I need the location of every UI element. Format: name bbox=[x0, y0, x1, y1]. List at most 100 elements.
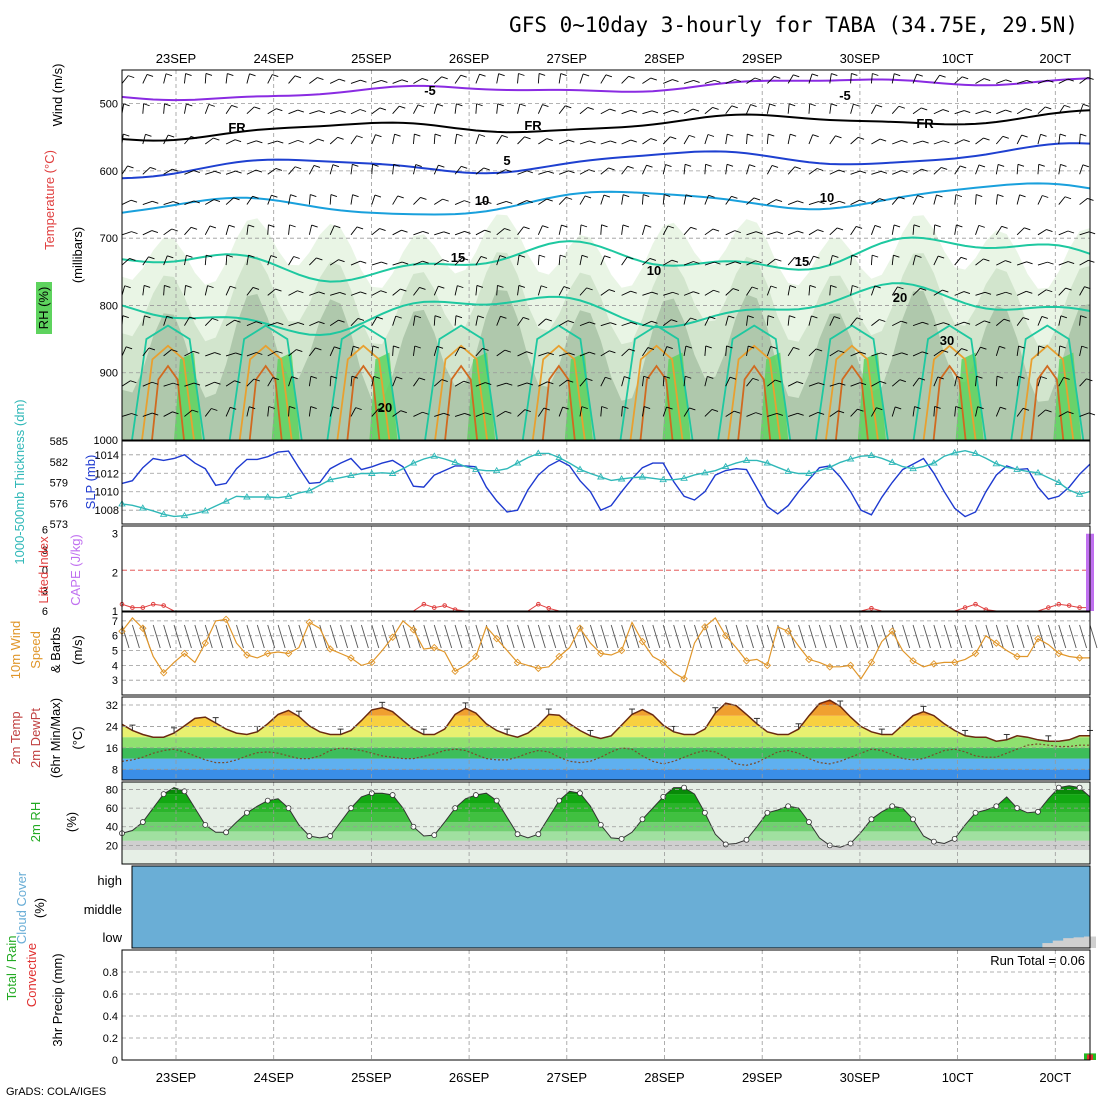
wind-barb bbox=[350, 135, 358, 145]
wind-barb bbox=[558, 286, 565, 296]
li-marker bbox=[536, 601, 541, 607]
wind-barb bbox=[558, 139, 569, 145]
wind-speed-marker bbox=[243, 651, 251, 659]
wind-barb-flag bbox=[917, 195, 924, 199]
surface-wind-barb bbox=[933, 624, 942, 649]
wind-barb-flag bbox=[789, 133, 797, 137]
wind-barb bbox=[746, 345, 749, 356]
wind-barb-flag bbox=[690, 317, 697, 321]
temperature-contour bbox=[121, 109, 1091, 142]
wind-barb-flag bbox=[414, 345, 421, 349]
wind-barb bbox=[829, 410, 839, 417]
wind-barb bbox=[475, 229, 485, 236]
rh-marker bbox=[951, 835, 958, 842]
wind-barb-flag bbox=[755, 412, 762, 416]
slp-thickness-panel: 57357657958258510081010101210141000-500m… bbox=[12, 399, 1091, 565]
wind-barb bbox=[537, 285, 542, 296]
wind-barb bbox=[225, 407, 231, 417]
wind-barb-flag bbox=[337, 136, 344, 140]
wind-barb-flag bbox=[1086, 378, 1093, 382]
wind-barb bbox=[475, 315, 479, 326]
wind-barb bbox=[1058, 261, 1069, 266]
wind-barb bbox=[871, 407, 877, 417]
wind-barb-flag bbox=[707, 134, 715, 137]
wind-barb bbox=[704, 195, 709, 205]
wind-barb bbox=[412, 134, 415, 145]
surface-wind-barb bbox=[340, 624, 349, 649]
wind-barb-flag bbox=[898, 105, 906, 109]
surface-warm-contour bbox=[541, 364, 576, 441]
wind-barb bbox=[163, 201, 174, 205]
temp-band bbox=[122, 747, 1090, 759]
surface-wind-barb bbox=[537, 624, 546, 649]
wind-barb bbox=[995, 164, 999, 175]
wind-barb-flag bbox=[485, 412, 492, 416]
wind-barb-flag bbox=[776, 231, 784, 235]
surface-wind-barb bbox=[517, 624, 525, 649]
wind-barb bbox=[121, 231, 132, 236]
surface-wind-barb bbox=[631, 624, 640, 649]
wind-barb-flag bbox=[839, 200, 846, 204]
surface-wind-barb bbox=[360, 624, 369, 649]
wind-barb-flag bbox=[275, 168, 282, 171]
surface-wind-barb bbox=[818, 624, 827, 649]
wind-barb-flag bbox=[980, 346, 987, 350]
wind-barb-flag bbox=[960, 165, 967, 169]
cloud-axis-label: Cloud Cover bbox=[14, 871, 29, 944]
wind-speed-marker bbox=[284, 649, 293, 658]
wind-speed-marker bbox=[368, 658, 376, 667]
thickness-marker bbox=[701, 468, 709, 476]
wind-barb-flag bbox=[977, 406, 984, 410]
surface-wind-barb bbox=[1068, 624, 1077, 649]
rh-marker bbox=[368, 790, 375, 797]
rh-marker bbox=[223, 829, 229, 836]
wind-barb bbox=[309, 77, 318, 84]
wind-barb-flag bbox=[1067, 411, 1074, 415]
wind-barb bbox=[662, 164, 666, 175]
wind-barb bbox=[642, 258, 651, 266]
wind-barb-flag bbox=[526, 351, 533, 355]
wind-barb bbox=[621, 406, 623, 417]
wind-barb bbox=[1017, 80, 1027, 84]
wind-barb-flag bbox=[276, 350, 283, 354]
surface-wind-barb bbox=[1047, 624, 1056, 649]
wind-barb-flag bbox=[205, 73, 213, 76]
wind-barb bbox=[808, 134, 814, 145]
slp-tick-label: 1008 bbox=[95, 505, 119, 517]
wind-barb bbox=[204, 408, 212, 417]
wind-barb bbox=[975, 110, 986, 115]
wind-barb-flag bbox=[693, 261, 700, 264]
wind-barb bbox=[704, 79, 715, 84]
wind-barb-flag bbox=[623, 194, 630, 198]
wind-barb-flag bbox=[934, 224, 941, 228]
wind-barb-flag bbox=[609, 350, 616, 354]
wind-barb bbox=[912, 195, 918, 205]
wind-barb bbox=[205, 199, 215, 205]
wind-barb bbox=[912, 107, 922, 115]
wind-barb-flag bbox=[897, 286, 904, 290]
wind-barb-flag bbox=[130, 199, 138, 203]
wind-barb bbox=[767, 412, 777, 417]
wind-barb bbox=[600, 224, 602, 235]
wind-barb-flag bbox=[666, 346, 673, 349]
wind-barb bbox=[392, 79, 403, 84]
wind-barb-flag bbox=[477, 315, 485, 319]
surface-warm-contour bbox=[248, 364, 283, 441]
wind-barb-flag bbox=[734, 79, 742, 82]
wind-barb-flag bbox=[378, 408, 385, 412]
wind-barb-flag bbox=[373, 375, 380, 379]
wind-barb-flag bbox=[254, 106, 261, 110]
wind-barb-flag bbox=[839, 382, 846, 386]
pressure-tick-label: 700 bbox=[100, 233, 118, 245]
wind-barb bbox=[870, 73, 873, 84]
wind-barb-flag bbox=[442, 198, 449, 202]
wind-barb-flag bbox=[228, 224, 235, 228]
wind-barb bbox=[954, 321, 965, 327]
wind-barb bbox=[871, 352, 882, 357]
wind-barb-flag bbox=[955, 194, 963, 198]
wind-speed-marker bbox=[118, 627, 126, 636]
wind-barb bbox=[662, 376, 665, 387]
wind-barb bbox=[912, 321, 923, 327]
wind-barb bbox=[309, 257, 317, 266]
